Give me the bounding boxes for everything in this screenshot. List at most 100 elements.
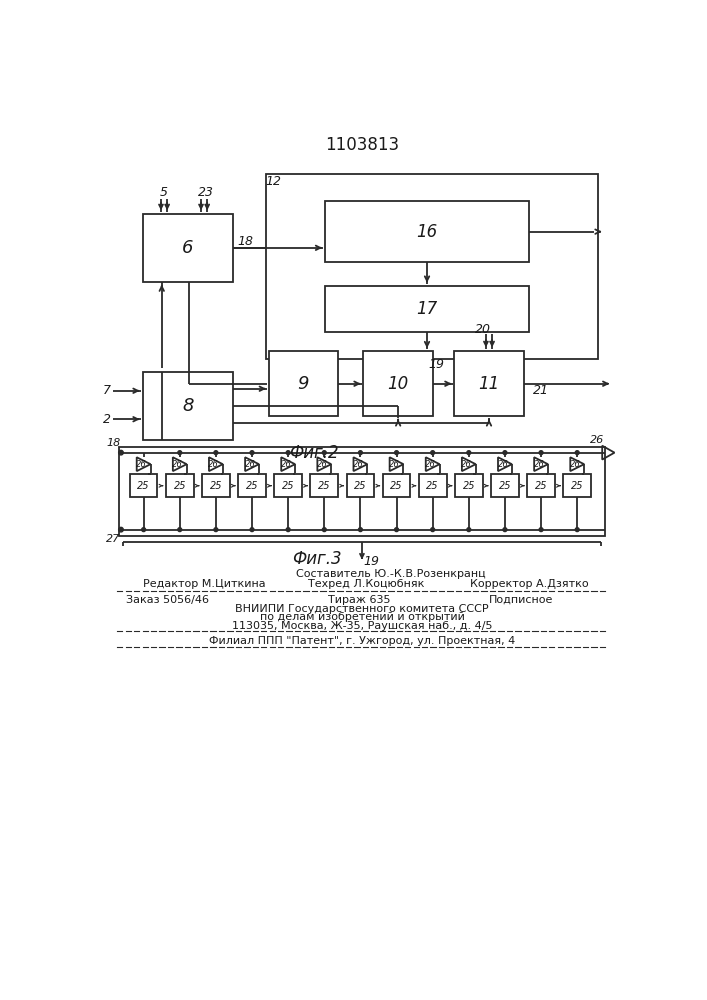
Circle shape [322,528,326,532]
Text: 23: 23 [198,186,214,199]
Text: 25: 25 [210,481,222,491]
Bar [166,474,194,497]
Text: Фиг.3: Фиг.3 [293,550,342,568]
Text: 25: 25 [534,481,547,491]
Bar [491,474,519,497]
Circle shape [214,451,218,455]
Text: 26: 26 [353,460,363,469]
Text: 17: 17 [416,300,438,318]
Text: 26: 26 [281,460,291,469]
Text: 26: 26 [209,460,219,469]
Circle shape [178,451,182,455]
Circle shape [358,528,362,532]
Circle shape [539,451,543,455]
Text: 25: 25 [498,481,511,491]
Bar [143,372,233,440]
Text: 21: 21 [532,384,549,397]
Text: 26: 26 [389,460,400,469]
Text: 26: 26 [173,460,183,469]
Text: Редактор М.Циткина: Редактор М.Циткина [143,579,265,589]
Bar [563,474,591,497]
Circle shape [322,451,326,455]
Bar [143,214,233,282]
Circle shape [358,451,362,455]
Circle shape [178,528,182,532]
Text: 25: 25 [571,481,583,491]
Circle shape [431,451,435,455]
Circle shape [395,528,399,532]
Text: 26: 26 [570,460,580,469]
Circle shape [250,451,254,455]
Circle shape [431,528,435,532]
Text: 25: 25 [173,481,186,491]
Text: 11: 11 [479,375,500,393]
Text: 26: 26 [425,460,436,469]
Text: 25: 25 [390,481,403,491]
Text: Корректор А.Дзятко: Корректор А.Дзятко [469,579,588,589]
Text: 25: 25 [318,481,331,491]
Bar [274,474,302,497]
Text: 26: 26 [245,460,255,469]
Bar [382,474,410,497]
Bar [325,286,529,332]
Text: 2: 2 [103,413,111,426]
Bar [455,474,483,497]
Bar [527,474,555,497]
Text: 6: 6 [182,239,194,257]
Text: Подписное: Подписное [489,595,554,605]
Text: 8: 8 [182,397,194,415]
Text: 10: 10 [387,375,409,393]
Text: Филиал ППП "Патент", г. Ужгород, ул. Проектная, 4: Филиал ППП "Патент", г. Ужгород, ул. Про… [209,636,515,646]
Circle shape [539,528,543,532]
Bar [346,474,374,497]
Text: Составитель Ю.-К.В.Розенкранц: Составитель Ю.-К.В.Розенкранц [296,569,485,579]
Text: 25: 25 [137,481,150,491]
Text: 19: 19 [363,555,379,568]
Text: 9: 9 [298,375,309,393]
Circle shape [286,528,290,532]
Text: 20: 20 [475,323,491,336]
Circle shape [503,528,507,532]
Circle shape [395,451,399,455]
Bar [202,474,230,497]
Text: 18: 18 [237,235,253,248]
Text: 27: 27 [106,534,120,544]
Bar [419,474,447,497]
Bar [455,351,524,416]
Circle shape [286,451,290,455]
Text: 19: 19 [428,358,444,371]
Bar [325,201,529,262]
Text: 7: 7 [103,384,111,397]
Text: 113035, Москва, Ж-35, Раушская наб., д. 4/5: 113035, Москва, Ж-35, Раушская наб., д. … [232,621,492,631]
Text: 26: 26 [498,460,508,469]
Text: 25: 25 [282,481,294,491]
Circle shape [575,528,579,532]
Bar [238,474,266,497]
Circle shape [119,450,123,455]
Text: 26: 26 [317,460,327,469]
Circle shape [503,451,507,455]
Bar [269,351,338,416]
Text: 26: 26 [462,460,472,469]
Text: 18: 18 [106,438,120,448]
Text: 1103813: 1103813 [325,136,399,154]
Text: 16: 16 [416,223,438,241]
Circle shape [141,528,146,532]
Circle shape [467,528,471,532]
Circle shape [575,451,579,455]
Text: 12: 12 [265,175,281,188]
Text: 26: 26 [136,460,147,469]
Circle shape [467,451,471,455]
Bar [119,447,604,536]
Text: 5: 5 [160,186,168,199]
Text: 26: 26 [590,435,604,445]
Bar [130,474,158,497]
Circle shape [119,527,123,532]
Text: 25: 25 [246,481,258,491]
Text: ВНИИПИ Государственного комитета СССР: ВНИИПИ Государственного комитета СССР [235,604,489,614]
Circle shape [250,528,254,532]
Text: Техред Л.Коцюбняк: Техред Л.Коцюбняк [308,579,424,589]
Text: по делам изобретений и открытий: по делам изобретений и открытий [259,612,464,622]
Bar [363,351,433,416]
Text: 25: 25 [426,481,439,491]
